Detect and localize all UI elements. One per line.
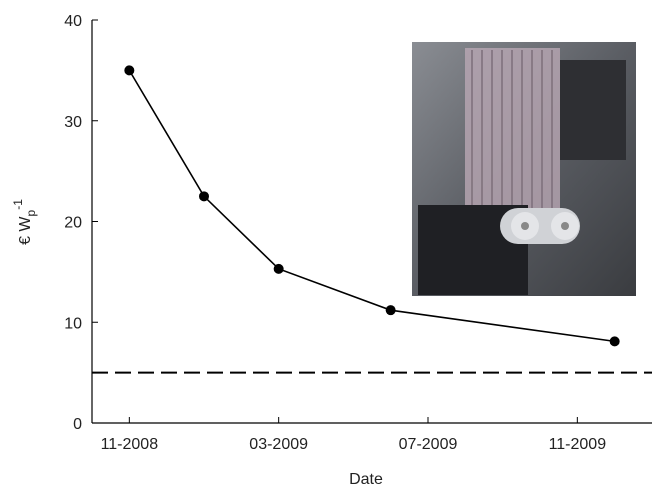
y-tick-label: 20 xyxy=(64,215,82,232)
y-label-sub: p xyxy=(24,209,38,216)
x-axis-label: Date xyxy=(349,471,383,488)
chart: Date € Wp-1 0 10 20 30 40 11-2008 03-2009 07-20… xyxy=(0,0,652,489)
y-tick-label: 40 xyxy=(64,13,82,30)
photo-inset xyxy=(412,42,636,296)
y-axis-label: € Wp-1 xyxy=(11,199,38,245)
data-point xyxy=(386,305,396,315)
y-tick-label: 10 xyxy=(64,315,82,332)
data-point xyxy=(610,336,620,346)
y-tick-label: 30 xyxy=(64,114,82,131)
data-point xyxy=(274,264,284,274)
x-tick-label: 07-2009 xyxy=(399,436,458,453)
x-tick-label: 03-2009 xyxy=(249,436,308,453)
x-tick-label: 11-2008 xyxy=(101,436,159,453)
page: Date € Wp-1 0 10 20 30 40 11-2008 03-2009 07-20… xyxy=(0,0,652,494)
data-point xyxy=(124,65,134,75)
y-label-sup: -1 xyxy=(11,199,25,210)
x-tick-label: 11-2009 xyxy=(549,436,607,453)
y-tick-label: 0 xyxy=(73,416,82,433)
data-point xyxy=(199,191,209,201)
y-label-main: € W xyxy=(17,216,34,245)
